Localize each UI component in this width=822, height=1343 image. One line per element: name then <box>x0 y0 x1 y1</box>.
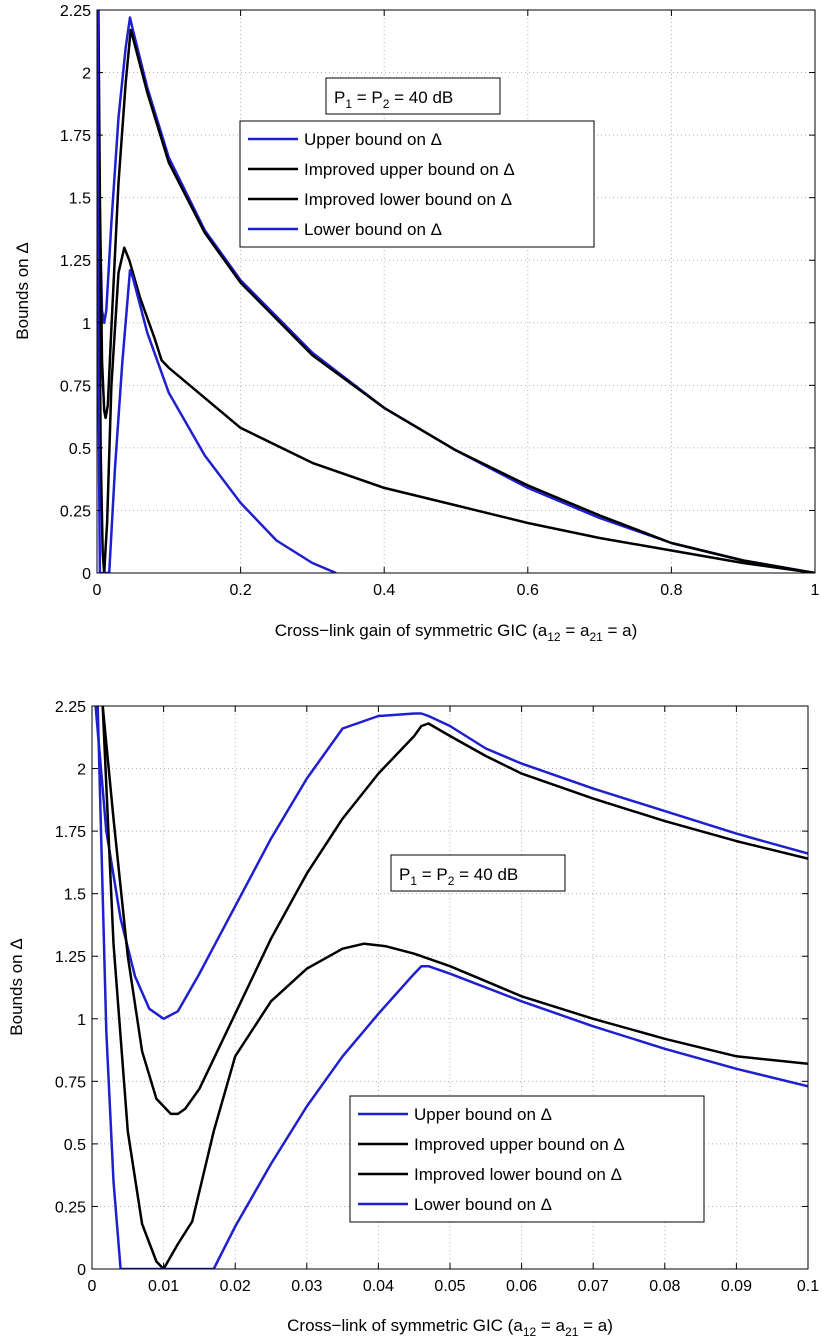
x-tick-label: 0.2 <box>229 582 251 599</box>
y-tick-label: 1.5 <box>69 191 91 208</box>
y-axis-label: Bounds on Δ <box>13 242 32 339</box>
x-tick-label: 1 <box>811 582 820 599</box>
legend: Upper bound on Δ Improved upper bound on … <box>239 120 595 248</box>
x-tick-label: 0.05 <box>434 1278 465 1295</box>
x-tick-label: 0.8 <box>660 582 682 599</box>
y-tick-label: 2 <box>82 66 91 83</box>
y-tick-label: 1.25 <box>55 949 86 966</box>
series-line-4 <box>96 706 808 1269</box>
chart-zoomed-range: 0 0.01 0.02 0.03 0.04 0.05 0.06 0.07 0.08 0.09 0.1… <box>7 699 819 1339</box>
series-line-2 <box>101 706 808 1116</box>
x-tick-label: 0.4 <box>373 582 395 599</box>
series-lines <box>97 10 815 573</box>
x-tick-label: 0 <box>88 1278 97 1295</box>
y-tick-label: 1 <box>82 316 91 333</box>
x-axis-label: Cross−link gain of symmetric GIC (a12 = … <box>275 621 638 644</box>
legend-label: Improved lower bound on Δ <box>304 190 512 209</box>
legend: Upper bound on Δ Improved upper bound on … <box>349 1095 705 1223</box>
x-tick-label: 0.01 <box>148 1278 179 1295</box>
series-line-3 <box>97 10 815 573</box>
legend-label: Upper bound on Δ <box>304 130 442 149</box>
legend-label: Lower bound on Δ <box>304 220 442 239</box>
x-tick-label: 0 <box>93 582 102 599</box>
y-tick-label: 2.25 <box>55 699 86 716</box>
x-tick-label: 0.09 <box>721 1278 752 1295</box>
legend-label: Improved lower bound on Δ <box>414 1165 622 1184</box>
legend-label: Improved upper bound on Δ <box>304 160 515 179</box>
x-tick-label: 0.04 <box>363 1278 394 1295</box>
x-tick-label: 0.1 <box>797 1278 819 1295</box>
y-tick-label: 2.25 <box>60 3 91 20</box>
chart-full-range: 0 0.2 0.4 0.6 0.8 1 0 0.25 0.5 0.75 1 1.25 1.5 1.75 2 2… <box>13 3 820 644</box>
y-tick-label: 0 <box>82 566 91 583</box>
x-tick-label: 0.02 <box>220 1278 251 1295</box>
x-tick-label: 0.06 <box>506 1278 537 1295</box>
series-line-1 <box>94 706 808 1021</box>
y-tick-label: 1.75 <box>60 128 91 145</box>
series-line-1 <box>97 10 815 573</box>
y-tick-label: 1.75 <box>55 824 86 841</box>
series-line-3 <box>101 706 808 1269</box>
x-tick-label: 0.6 <box>517 582 539 599</box>
svg-text:P1 = P2 = 40 dB: P1 = P2 = 40 dB <box>399 865 518 888</box>
y-axis-label: Bounds on Δ <box>7 938 26 1035</box>
y-tick-label: 0.25 <box>60 503 91 520</box>
x-tick-label: 0.07 <box>578 1278 609 1295</box>
y-tick-label: 0.75 <box>60 378 91 395</box>
legend-label: Upper bound on Δ <box>414 1105 552 1124</box>
y-tick-label: 0.5 <box>64 1137 86 1154</box>
series-lines <box>94 706 808 1269</box>
legend-label: Lower bound on Δ <box>414 1195 552 1214</box>
legend-label: Improved upper bound on Δ <box>414 1135 625 1154</box>
series-line-2 <box>97 10 815 573</box>
x-axis-label: Cross−link of symmetric GIC (a12 = a21 =… <box>287 1316 613 1339</box>
plot-frame <box>96 9 816 574</box>
y-tick-label: 0.75 <box>55 1074 86 1091</box>
y-tick-label: 1.5 <box>64 887 86 904</box>
y-tick-label: 1 <box>77 1012 86 1029</box>
x-tick-label: 0.08 <box>649 1278 680 1295</box>
axis-ticks: 0 0.01 0.02 0.03 0.04 0.05 0.06 0.07 0.08 0.09 0.1… <box>55 699 819 1295</box>
svg-text:P1 = P2 = 40 dB: P1 = P2 = 40 dB <box>334 88 453 111</box>
annotation-box: P1 = P2 = 40 dB <box>325 77 501 115</box>
series-line-4 <box>97 10 337 573</box>
annotation-box: P1 = P2 = 40 dB <box>390 854 566 892</box>
y-tick-label: 0 <box>77 1262 86 1279</box>
y-tick-label: 0.5 <box>69 441 91 458</box>
y-tick-label: 2 <box>77 762 86 779</box>
y-tick-label: 0.25 <box>55 1199 86 1216</box>
x-tick-label: 0.03 <box>291 1278 322 1295</box>
y-tick-label: 1.25 <box>60 253 91 270</box>
axis-ticks: 0 0.2 0.4 0.6 0.8 1 0 0.25 0.5 0.75 1 1.25 1.5 1.75 2 2… <box>60 3 820 599</box>
